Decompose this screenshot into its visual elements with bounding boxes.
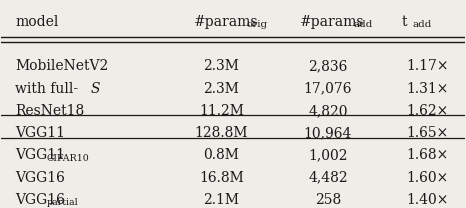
Text: 2.3M: 2.3M — [204, 59, 240, 73]
Text: 2.3M: 2.3M — [204, 82, 240, 96]
Text: 2,836: 2,836 — [308, 59, 348, 73]
Text: MobileNetV2: MobileNetV2 — [15, 59, 109, 73]
Text: partial: partial — [47, 198, 79, 207]
Text: S: S — [91, 82, 100, 96]
Text: 1.17×: 1.17× — [406, 59, 449, 73]
Text: 10,964: 10,964 — [304, 126, 352, 140]
Text: 128.8M: 128.8M — [195, 126, 248, 140]
Text: VGG11: VGG11 — [15, 148, 65, 162]
Text: 1.62×: 1.62× — [406, 104, 449, 118]
Text: 2.1M: 2.1M — [204, 193, 240, 207]
Text: 16.8M: 16.8M — [199, 171, 244, 184]
Text: 1.60×: 1.60× — [406, 171, 449, 184]
Text: VGG16: VGG16 — [15, 171, 65, 184]
Text: t: t — [402, 15, 408, 29]
Text: CIFAR10: CIFAR10 — [47, 154, 89, 163]
Text: VGG16: VGG16 — [15, 193, 65, 207]
Text: add: add — [353, 20, 373, 29]
Text: #params: #params — [300, 15, 365, 29]
Text: 1,002: 1,002 — [308, 148, 348, 162]
Text: orig: orig — [247, 20, 268, 29]
Text: 1.65×: 1.65× — [406, 126, 449, 140]
Text: 4,820: 4,820 — [308, 104, 348, 118]
Text: VGG11: VGG11 — [15, 126, 65, 140]
Text: 17,076: 17,076 — [304, 82, 352, 96]
Text: 1.68×: 1.68× — [406, 148, 449, 162]
Text: 1.31×: 1.31× — [406, 82, 449, 96]
Text: 4,482: 4,482 — [308, 171, 348, 184]
Text: 0.8M: 0.8M — [204, 148, 240, 162]
Text: with full-: with full- — [15, 82, 78, 96]
Text: add: add — [412, 20, 432, 29]
Text: 258: 258 — [315, 193, 341, 207]
Text: model: model — [15, 15, 59, 29]
Text: #params: #params — [194, 15, 258, 29]
Text: 1.40×: 1.40× — [406, 193, 449, 207]
Text: ResNet18: ResNet18 — [15, 104, 84, 118]
Text: 11.2M: 11.2M — [199, 104, 244, 118]
